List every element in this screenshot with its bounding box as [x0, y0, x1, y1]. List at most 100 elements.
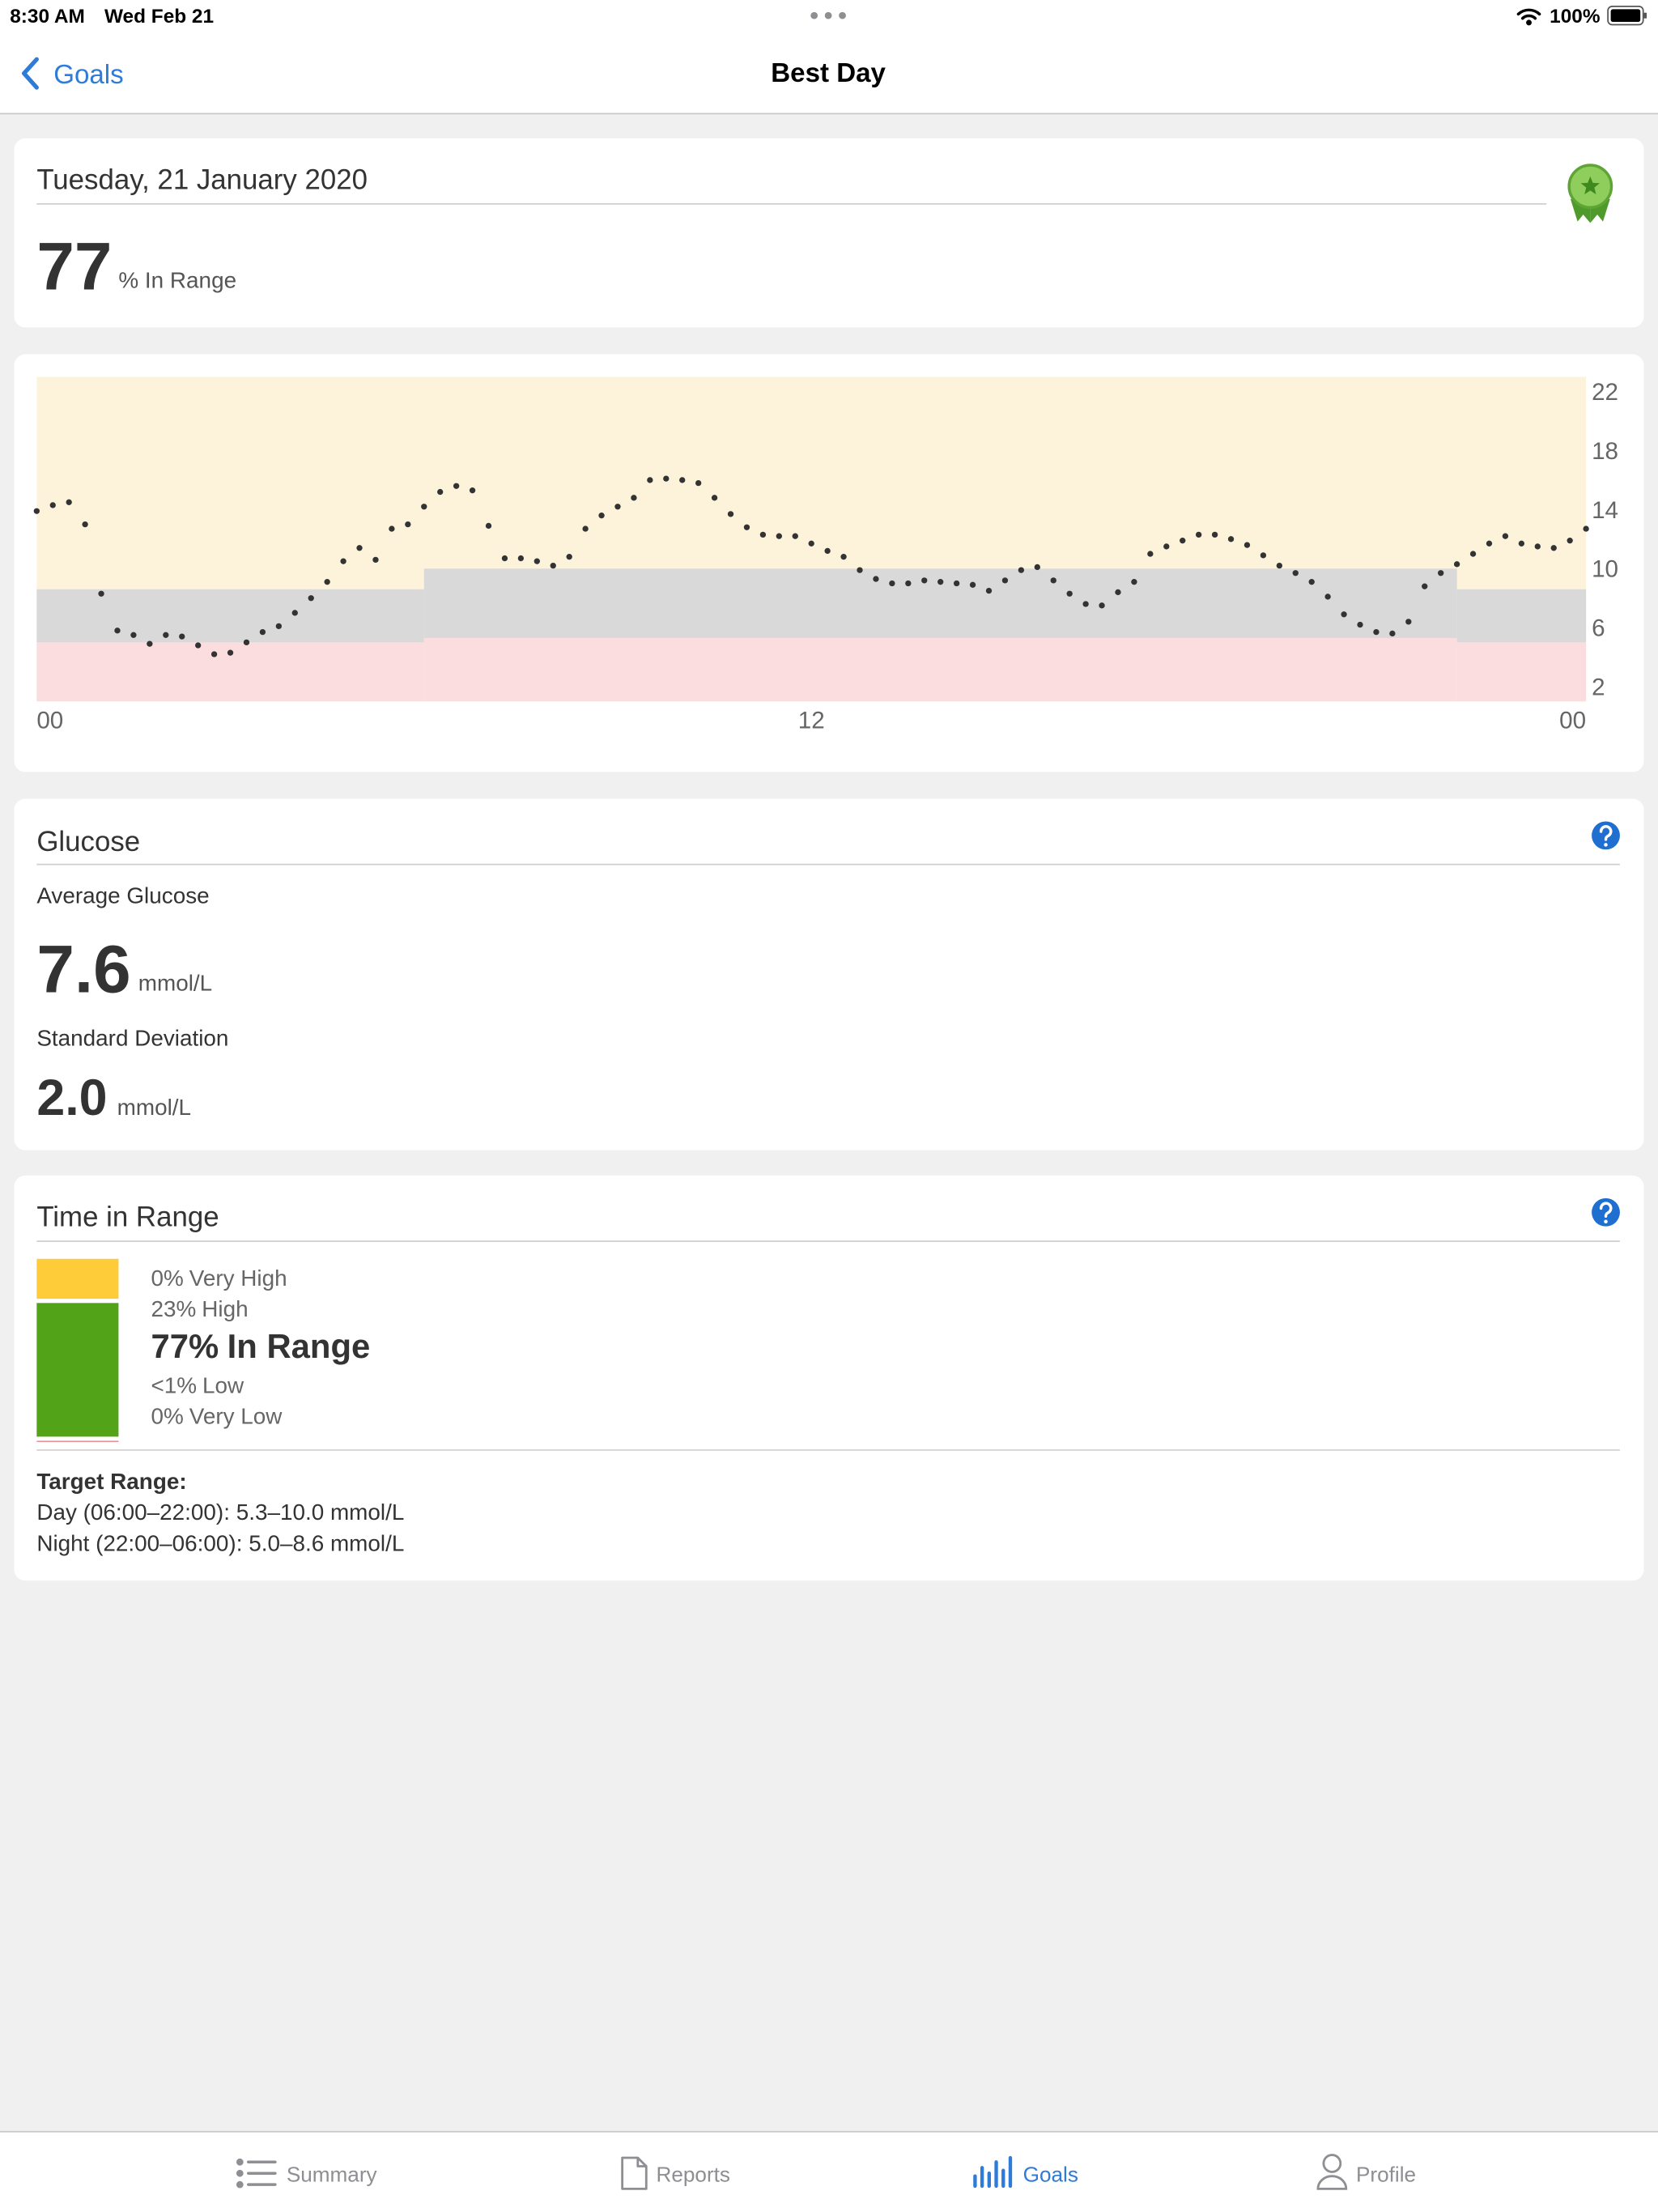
range-segment	[36, 1303, 119, 1437]
glucose-reading	[66, 499, 72, 505]
glucose-reading	[582, 525, 589, 532]
glucose-reading	[1099, 602, 1105, 609]
tab-label[interactable]: Summary	[287, 2163, 378, 2187]
y-tick-label: 2	[1592, 674, 1605, 701]
glucose-reading	[1147, 551, 1154, 557]
glucose-reading	[340, 558, 346, 564]
glucose-reading	[1550, 545, 1557, 551]
glucose-reading	[485, 522, 492, 530]
glucose-reading	[517, 555, 525, 562]
low-zone	[1456, 642, 1587, 702]
profile-icon[interactable]	[1316, 2154, 1348, 2190]
battery-percent: 100%	[1550, 6, 1601, 28]
range-row: 0% Very High	[151, 1266, 287, 1291]
glucose-reading	[163, 632, 169, 638]
range-row: <1% Low	[151, 1372, 244, 1397]
glucose-reading	[33, 508, 40, 514]
glucose-reading	[1518, 540, 1525, 547]
glucose-reading	[663, 475, 670, 482]
glucose-reading	[114, 627, 121, 634]
glucose-reading	[1260, 552, 1267, 559]
glucose-reading	[49, 502, 56, 508]
tab-label[interactable]: Goals	[1023, 2163, 1078, 2187]
glucose-reading	[453, 483, 460, 489]
x-tick-label: 00	[1559, 707, 1586, 734]
glucose-reading	[275, 623, 283, 630]
y-tick-label: 10	[1592, 556, 1618, 583]
glucose-reading	[82, 521, 88, 528]
wifi-icon	[1516, 8, 1541, 26]
glucose-reading	[308, 595, 314, 602]
y-tick-label: 18	[1592, 438, 1618, 465]
glucose-reading	[969, 581, 976, 588]
nav-title: Best Day	[771, 58, 886, 88]
glucose-reading	[1227, 536, 1235, 542]
glucose-reading	[227, 649, 234, 656]
glucose-reading	[1196, 531, 1202, 538]
y-tick-label: 14	[1592, 497, 1618, 524]
range-name: High	[202, 1296, 248, 1321]
range-name: Very High	[189, 1266, 287, 1291]
glucose-reading	[1486, 540, 1493, 547]
glucose-reading	[985, 587, 993, 594]
card-title: Glucose	[36, 826, 140, 857]
glucose-reading	[291, 610, 298, 616]
glucose-reading	[437, 488, 444, 496]
glucose-reading	[631, 495, 637, 501]
range-percent: 77%	[151, 1327, 219, 1365]
unit: mmol/L	[138, 971, 212, 996]
battery-icon	[1607, 5, 1647, 26]
tab-labels: Summary Reports Goals Profile	[287, 2163, 1416, 2187]
glucose-reading	[647, 477, 653, 483]
summary-icon[interactable]	[236, 2158, 277, 2189]
glucose-reading	[889, 580, 895, 587]
glucose-reading	[873, 576, 879, 582]
glucose-reading	[1438, 570, 1444, 576]
glucose-reading	[501, 555, 508, 562]
help-button[interactable]	[1592, 1197, 1620, 1227]
glucose-reading	[824, 547, 831, 555]
glucose-reading	[905, 580, 912, 587]
glucose-reading	[1357, 621, 1363, 628]
status-date: Wed Feb 21	[104, 6, 214, 28]
glucose-reading	[1453, 561, 1460, 568]
best-day-date: Tuesday, 21 January 2020	[36, 164, 368, 196]
back-chevron[interactable]	[22, 57, 39, 90]
glucose-reading	[195, 642, 202, 649]
glucose-reading	[792, 533, 798, 539]
glucose-reading	[1324, 593, 1331, 600]
range-segment	[36, 1258, 119, 1300]
range-segment	[36, 1440, 119, 1442]
goals-icon[interactable]	[973, 2155, 1013, 2189]
glucose-reading	[1422, 583, 1428, 589]
glucose-reading	[1066, 590, 1073, 597]
x-tick-label: 00	[36, 707, 63, 734]
glucose-reading	[1131, 579, 1137, 585]
range-name: In Range	[227, 1327, 371, 1365]
glucose-reading	[711, 495, 718, 501]
help-button[interactable]	[1592, 821, 1620, 850]
back-button[interactable]: Goals	[53, 60, 123, 90]
glucose-reading	[808, 540, 814, 547]
range-name: Very Low	[189, 1404, 283, 1429]
glucose-reading	[1082, 601, 1089, 607]
y-tick-label: 6	[1592, 615, 1605, 642]
glucose-reading	[614, 504, 621, 510]
target-band	[36, 589, 424, 643]
glucose-reading	[776, 533, 783, 539]
reports-icon[interactable]	[621, 2156, 648, 2190]
glucose-reading	[1583, 525, 1589, 532]
glucose-reading	[759, 531, 767, 538]
multitask-dots	[810, 11, 846, 19]
metric-label: Standard Deviation	[36, 1026, 228, 1051]
tab-label[interactable]: Reports	[656, 2163, 729, 2187]
glucose-reading	[98, 590, 104, 597]
glucose-reading	[695, 479, 702, 487]
tab-label[interactable]: Profile	[1356, 2163, 1416, 2187]
range-percent: <1%	[151, 1372, 197, 1397]
glucose-reading	[550, 562, 556, 569]
glucose-reading	[598, 513, 605, 519]
range-row: 23% High	[151, 1296, 248, 1321]
